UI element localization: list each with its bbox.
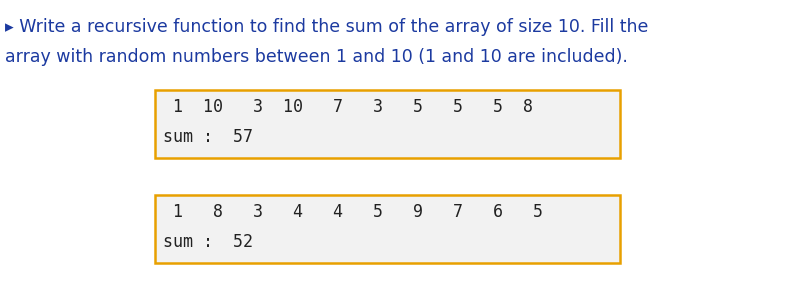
- Text: array with random numbers between 1 and 10 (1 and 10 are included).: array with random numbers between 1 and …: [5, 48, 628, 66]
- Text: sum :  52: sum : 52: [163, 233, 253, 251]
- Text: sum :  57: sum : 57: [163, 128, 253, 146]
- FancyBboxPatch shape: [155, 195, 620, 263]
- Text: ▸ Write a recursive function to find the sum of the array of size 10. Fill the: ▸ Write a recursive function to find the…: [5, 18, 649, 36]
- Text: 1   8   3   4   4   5   9   7   6   5: 1 8 3 4 4 5 9 7 6 5: [163, 203, 543, 221]
- FancyBboxPatch shape: [155, 90, 620, 158]
- Text: 1  10   3  10   7   3   5   5   5  8: 1 10 3 10 7 3 5 5 5 8: [163, 98, 533, 116]
